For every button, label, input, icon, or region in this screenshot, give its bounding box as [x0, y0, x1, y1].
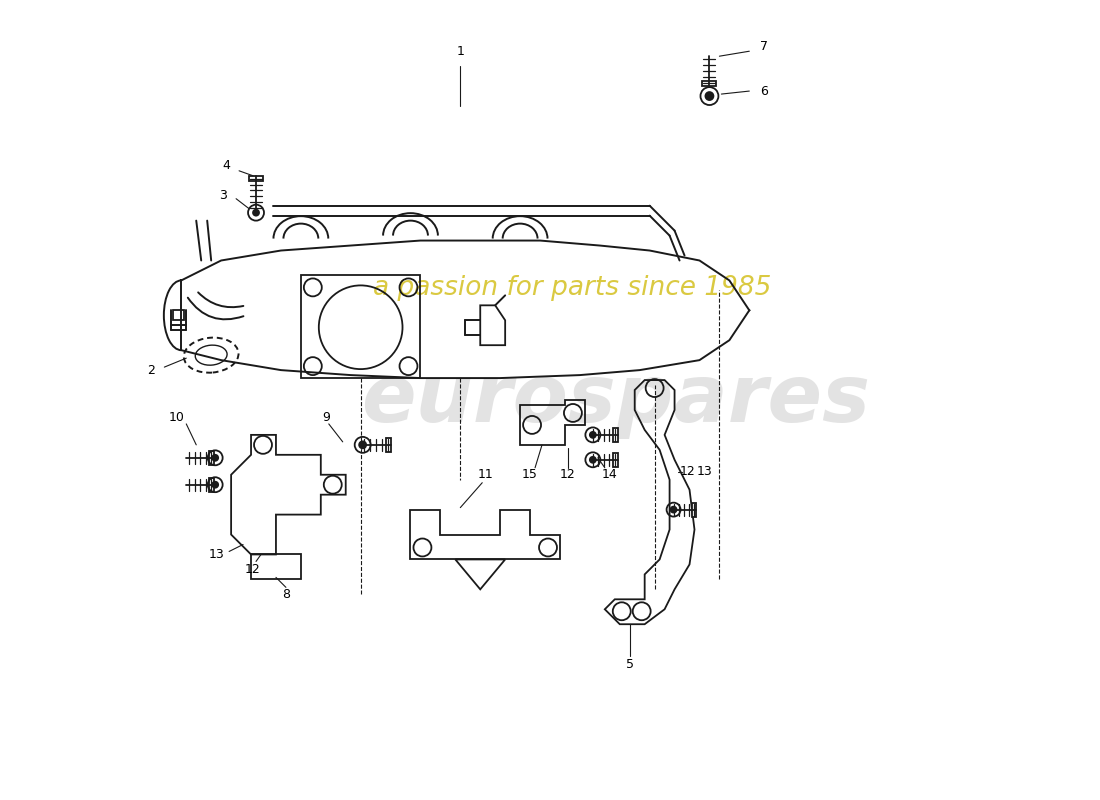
Text: 10: 10: [168, 411, 184, 425]
Text: 7: 7: [760, 40, 768, 53]
Polygon shape: [209, 478, 214, 492]
Text: eurospares: eurospares: [361, 361, 870, 439]
Text: 12: 12: [680, 466, 695, 478]
Polygon shape: [386, 438, 390, 452]
Text: 5: 5: [626, 658, 634, 670]
Circle shape: [212, 482, 218, 488]
Text: a passion for parts since 1985: a passion for parts since 1985: [373, 275, 771, 302]
Circle shape: [590, 432, 596, 438]
Text: 4: 4: [222, 159, 230, 172]
FancyArrowPatch shape: [198, 292, 243, 307]
Text: 1: 1: [456, 45, 464, 58]
Polygon shape: [613, 428, 618, 442]
Polygon shape: [703, 81, 716, 86]
Text: 11: 11: [477, 468, 493, 482]
Polygon shape: [209, 451, 214, 465]
Text: 8: 8: [282, 588, 290, 601]
Text: 13: 13: [208, 548, 224, 561]
Circle shape: [360, 442, 366, 448]
FancyArrowPatch shape: [188, 298, 243, 319]
Text: 6: 6: [760, 85, 768, 98]
Polygon shape: [613, 453, 618, 466]
Text: 12: 12: [560, 468, 575, 482]
Circle shape: [705, 92, 714, 100]
Text: 15: 15: [522, 468, 538, 482]
Text: 9: 9: [322, 411, 330, 425]
Text: 14: 14: [602, 468, 618, 482]
Polygon shape: [249, 176, 263, 181]
Text: 13: 13: [696, 466, 713, 478]
Circle shape: [212, 455, 218, 461]
Text: 12: 12: [245, 563, 261, 576]
Circle shape: [590, 457, 596, 462]
Text: 3: 3: [219, 190, 227, 202]
Polygon shape: [692, 502, 696, 517]
Circle shape: [671, 506, 676, 513]
Text: 2: 2: [147, 364, 155, 377]
Circle shape: [253, 210, 258, 216]
